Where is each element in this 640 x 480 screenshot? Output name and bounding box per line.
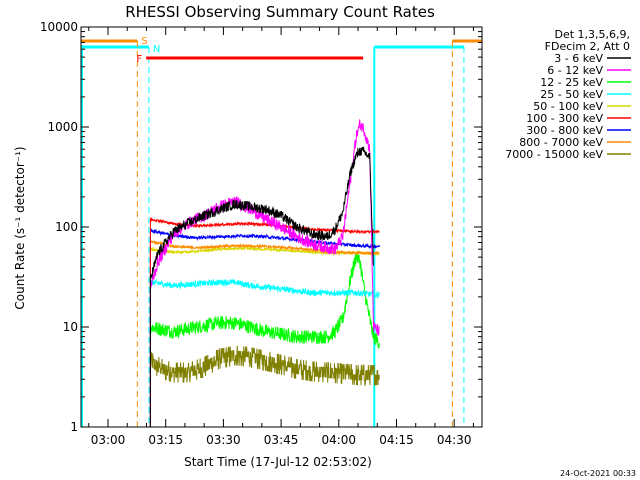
legend-entry-label: 25 - 50 keV: [540, 88, 603, 101]
footer-date: 24-Oct-2021 00:33: [560, 469, 636, 478]
legend: Det 1,3,5,6,9,FDecim 2, Att 03 - 6 keV6 …: [505, 28, 631, 161]
y-tick-label: 1: [70, 420, 78, 434]
flag-label-n: N: [153, 44, 160, 55]
series-line-100-300kev: [149, 216, 380, 427]
chart-title: RHESSI Observing Summary Count Rates: [125, 3, 435, 21]
y-tick-label: 1000: [47, 120, 78, 134]
flag-markers: SNF: [136, 36, 160, 65]
legend-header-line: Det 1,3,5,6,9,: [554, 28, 630, 41]
legend-entry-label: 50 - 100 keV: [533, 100, 603, 113]
legend-entry-label: 300 - 800 keV: [526, 124, 603, 137]
legend-entry-label: 800 - 7000 keV: [519, 136, 603, 149]
y-tick-label: 10000: [40, 20, 78, 34]
legend-entry-label: 6 - 12 keV: [547, 64, 603, 77]
series-line-800-7000kev: [149, 239, 380, 427]
time-bands: [81, 39, 482, 427]
legend-entry-label: 100 - 300 keV: [526, 112, 603, 125]
legend-entry-label: 12 - 25 keV: [540, 76, 603, 89]
x-tick-label: 03:00: [91, 433, 126, 447]
x-tick-label: 04:00: [321, 433, 356, 447]
x-tick-label: 03:45: [264, 433, 299, 447]
series-line-6-12kev: [149, 119, 380, 427]
x-tick-label: 03:15: [148, 433, 183, 447]
legend-entry-label: 7000 - 15000 keV: [505, 148, 603, 161]
series-line-7000-15000kev: [149, 345, 380, 427]
y-tick-label: 100: [55, 220, 78, 234]
flag-label-s: S: [141, 36, 147, 47]
series-line-12-25kev: [149, 250, 380, 427]
series-lines: [149, 119, 380, 427]
legend-entry-label: 3 - 6 keV: [554, 52, 603, 65]
legend-header-line: FDecim 2, Att 0: [545, 40, 630, 53]
x-tick-label: 03:30: [206, 433, 241, 447]
x-axis-label: Start Time (17-Jul-12 02:53:02): [184, 455, 372, 469]
flag-label-f: F: [136, 54, 142, 65]
series-line-3-6kev: [149, 146, 374, 427]
y-axis-label: Count Rate (s⁻¹ detector⁻¹): [13, 146, 27, 309]
axis-ticks: 03:00 03:15 03:30 03:45 04:00 04:15 04:30 1 10 10…: [40, 20, 482, 447]
x-tick-label: 04:15: [379, 433, 414, 447]
y-tick-label: 10: [63, 320, 78, 334]
x-tick-label: 04:30: [437, 433, 472, 447]
series-line-25-50kev: [149, 278, 380, 427]
